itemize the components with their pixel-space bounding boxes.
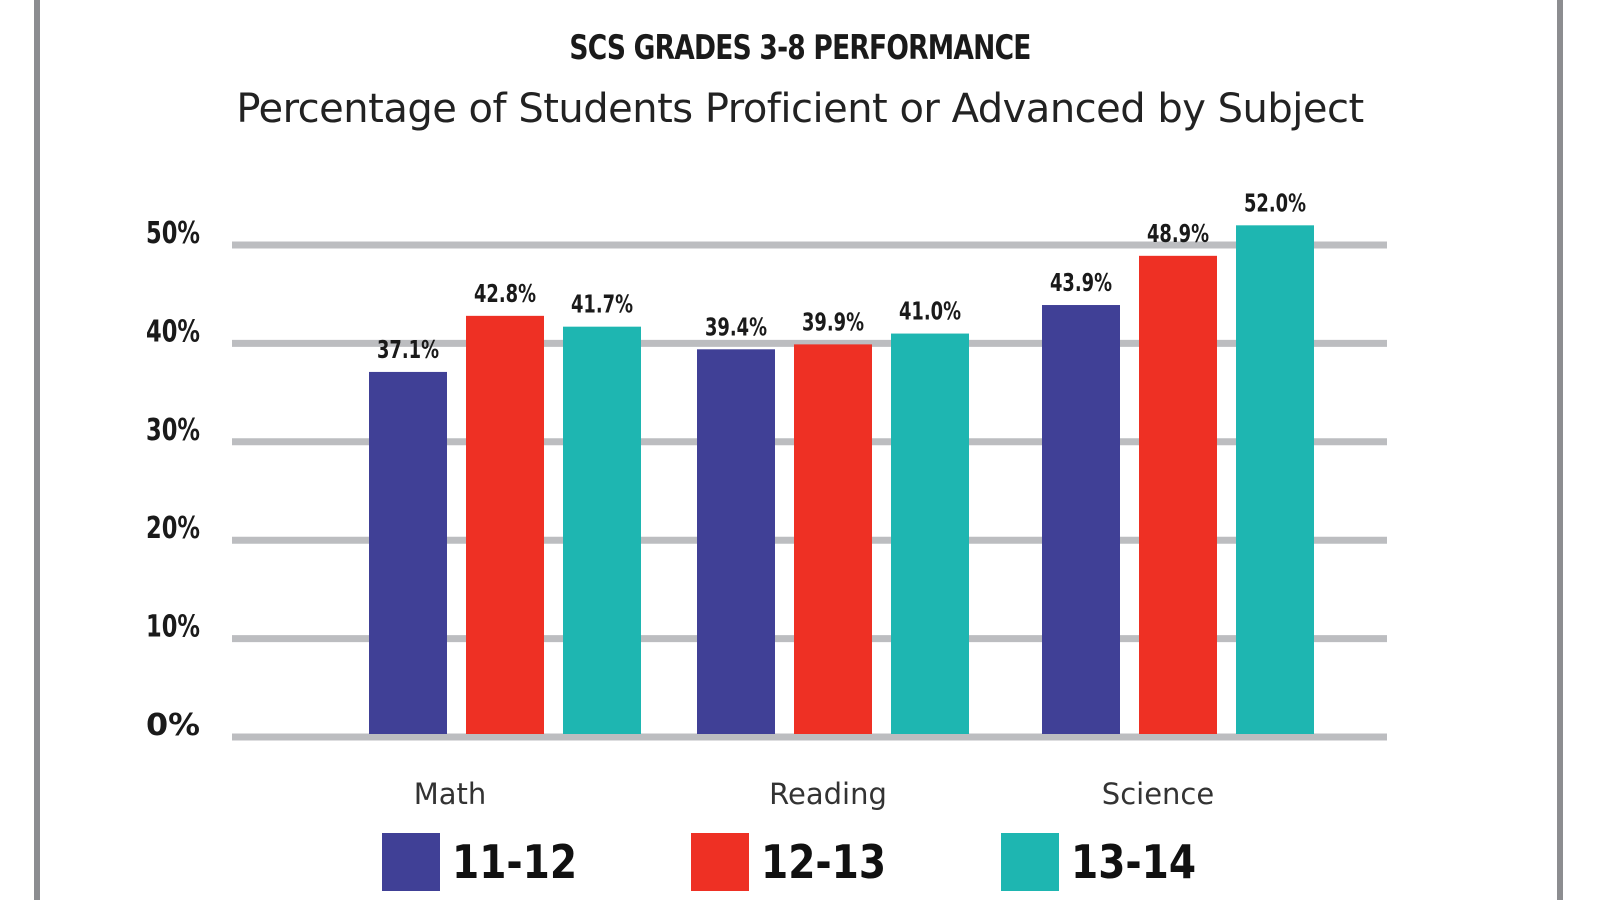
y-tick-label: 20% (146, 511, 200, 546)
data-label: 41.0% (899, 297, 961, 326)
bar (466, 315, 544, 734)
bar (1236, 225, 1314, 734)
data-label: 48.9% (1147, 219, 1209, 248)
legend-label-13-14: 13-14 (1070, 835, 1196, 889)
data-label: 42.8% (474, 279, 536, 308)
x-category-label: Reading (769, 777, 887, 811)
bar (563, 326, 641, 734)
x-category-label: Science (1102, 777, 1214, 811)
data-label: 37.1% (377, 335, 439, 364)
bar (891, 333, 969, 734)
data-label: 52.0% (1244, 188, 1306, 217)
y-tick-label: 40% (146, 314, 200, 349)
legend: 11-12 12-13 13-14 (0, 833, 1600, 891)
legend-label-12-13: 12-13 (761, 835, 887, 889)
legend-swatch-12-13 (691, 833, 750, 891)
x-category-label: Math (414, 777, 487, 811)
legend-swatch-13-14 (1000, 833, 1059, 891)
bar (697, 349, 775, 734)
data-label: 39.9% (802, 307, 864, 336)
bar (1139, 255, 1217, 734)
legend-swatch-11-12 (382, 833, 441, 891)
left-frame-border (34, 0, 40, 900)
right-frame-border (1557, 0, 1563, 900)
bar (1042, 305, 1120, 734)
y-tick-label: 10% (146, 610, 200, 645)
chart-subtitle: Percentage of Students Proficient or Adv… (236, 86, 1364, 132)
legend-item-13-14: 13-14 (1000, 833, 1218, 891)
y-tick-label: 30% (146, 413, 200, 448)
data-label: 43.9% (1050, 268, 1112, 297)
data-label: 41.7% (571, 290, 633, 319)
legend-label-11-12: 11-12 (452, 835, 578, 889)
y-tick-label: 50% (146, 216, 200, 251)
bar (369, 371, 447, 734)
bar (794, 344, 872, 734)
chart-title: SCS GRADES 3-8 PERFORMANCE (569, 28, 1031, 68)
legend-item-11-12: 11-12 (382, 833, 599, 891)
data-label: 39.4% (705, 312, 767, 341)
y-tick-label: 0% (146, 708, 200, 743)
legend-item-12-13: 12-13 (691, 833, 908, 891)
